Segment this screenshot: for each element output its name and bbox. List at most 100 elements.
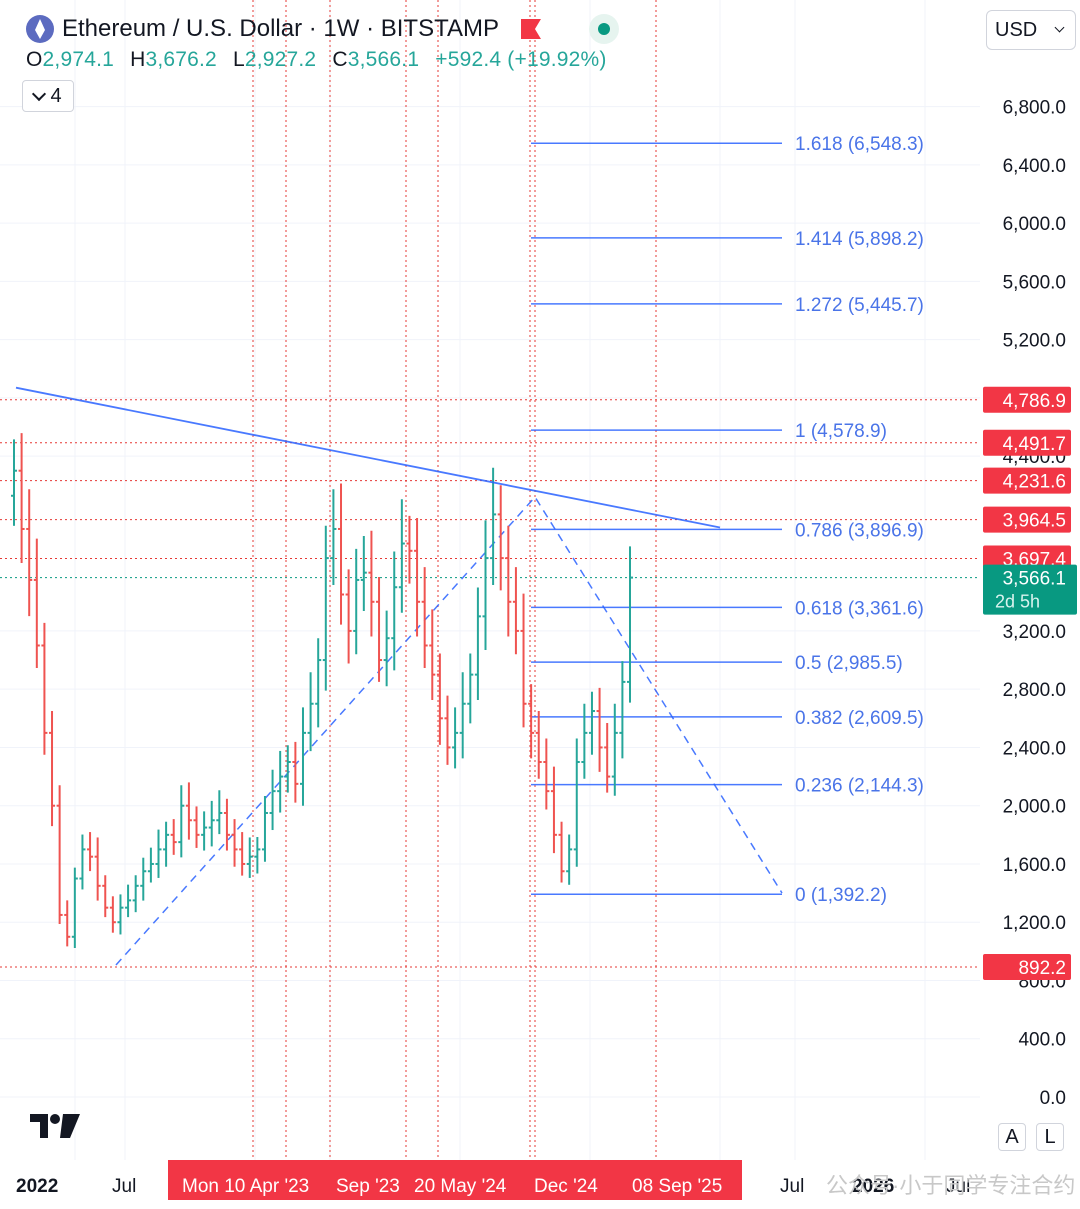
price-bar [467, 653, 474, 724]
price-tick-label: 6,400.0 [1003, 156, 1066, 177]
price-bar [299, 707, 306, 806]
fib-swing-path [115, 495, 783, 966]
watermark: 公众号·小于同学专注合约 [826, 1173, 1076, 1198]
date-range-highlight [168, 1160, 742, 1200]
price-tick-label: 0.0 [1040, 1088, 1066, 1109]
price-tick-label: 400.0 [1018, 1030, 1066, 1051]
close-value: 3,566.1 [347, 48, 420, 71]
price-bar [338, 483, 345, 625]
indicator-count: 4 [50, 84, 62, 107]
open-value: 2,974.1 [42, 48, 115, 71]
price-bar [269, 769, 276, 831]
price-tick-label: 1,200.0 [1003, 913, 1066, 934]
price-bar [132, 875, 139, 913]
trendline [15, 386, 721, 529]
price-bar [406, 515, 413, 584]
price-bar [414, 518, 421, 637]
level-badge [983, 506, 1071, 533]
price-bar [353, 548, 360, 655]
price-bar [41, 622, 48, 755]
price-bar [87, 832, 94, 872]
price-bar [125, 884, 132, 918]
price-bar [596, 687, 603, 772]
price-bar [155, 829, 162, 878]
price-bar [345, 569, 352, 664]
price-bar [391, 551, 398, 671]
price-bar [223, 798, 230, 851]
price-bar [307, 672, 314, 752]
price-tick-label: 6,800.0 [1003, 98, 1066, 119]
low-value: 2,927.2 [244, 48, 317, 71]
level-badge-label: 4,786.9 [1003, 391, 1066, 412]
time-tick-label: Jul [946, 1176, 970, 1197]
price-bar [368, 530, 375, 637]
price-bar [436, 653, 443, 745]
chevron-down-icon [32, 86, 47, 101]
flag-icon[interactable] [520, 19, 541, 39]
low-key: L [232, 48, 245, 71]
price-bar [109, 896, 116, 933]
price-bar [604, 722, 611, 793]
auto-scale-button[interactable]: A [998, 1123, 1026, 1151]
price-bar [246, 837, 253, 878]
fib-level-label: 0.382 (2,609.5) [795, 708, 924, 729]
indicators-toggle-button[interactable]: 4 [22, 80, 74, 112]
date-marker-label: Mon 10 Apr '23 [182, 1176, 309, 1197]
price-bar [376, 577, 383, 682]
price-bar [56, 785, 63, 925]
dashed-swing-lines [115, 495, 783, 966]
price-tick-label: 2,800.0 [1003, 680, 1066, 701]
chart-grid [0, 0, 980, 1160]
close-key: C [332, 48, 348, 71]
price-bar [71, 867, 78, 949]
price-bar [315, 638, 322, 728]
fib-level-label: 0.5 (2,985.5) [795, 653, 903, 674]
fib-level-label: 0.236 (2,144.3) [795, 776, 924, 797]
descending-trendline [15, 386, 721, 529]
price-bar [163, 821, 170, 867]
price-bar [588, 691, 595, 755]
price-bar [292, 741, 299, 803]
price-bar [201, 811, 208, 851]
time-tick-label: Jul [780, 1176, 804, 1197]
vertical-date-markers [252, 0, 657, 1160]
price-bar [11, 439, 17, 526]
time-tick-label: 2022 [16, 1176, 58, 1197]
time-axis[interactable]: 2022 Jul Jul 2026 Jul Mon 10 Apr '23 Sep '23 20… [0, 1160, 1080, 1209]
price-bar [627, 546, 633, 703]
ethereum-icon [26, 15, 54, 43]
price-bar [322, 525, 329, 691]
price-bar [117, 894, 124, 935]
price-bar [558, 821, 565, 883]
last-price-badge [983, 564, 1077, 615]
date-marker-label: 08 Sep '25 [632, 1176, 722, 1197]
price-tick-label: 2,000.0 [1003, 797, 1066, 818]
price-tick-label: 5,600.0 [1003, 272, 1066, 293]
price-tick-label: 3,200.0 [1003, 622, 1066, 643]
currency-select[interactable]: USD [986, 10, 1076, 50]
log-scale-button[interactable]: L [1036, 1123, 1064, 1151]
level-badge-label: 4,491.7 [1003, 434, 1066, 455]
date-marker-label: Sep '23 [336, 1176, 400, 1197]
price-bar [490, 467, 497, 586]
price-bar [550, 766, 557, 854]
level-badge-label: 4,231.6 [1003, 472, 1066, 493]
change-value: +592.4 (+19.92%) [435, 48, 607, 71]
market-status[interactable] [588, 14, 619, 44]
fibonacci-extension: 1.618 (6,548.3) 1.414 (5,898.2) 1.272 (5,4… [531, 134, 924, 906]
level-badge [983, 467, 1071, 494]
price-tick-label: 2,400.0 [1003, 738, 1066, 759]
price-bar [611, 703, 618, 796]
tradingview-logo-icon [30, 1114, 80, 1138]
fib-level-label: 1.414 (5,898.2) [795, 229, 924, 250]
price-bar [429, 609, 436, 700]
symbol-title[interactable]: Ethereum / U.S. Dollar · 1W · BITSTAMP [62, 15, 499, 42]
price-bar [216, 790, 223, 835]
price-bar [185, 782, 192, 840]
currency-label: USD [995, 18, 1038, 41]
price-bar [277, 750, 284, 813]
price-bar [444, 695, 451, 765]
price-bar [208, 800, 215, 847]
fib-level-label: 0.786 (3,896.9) [795, 520, 924, 541]
